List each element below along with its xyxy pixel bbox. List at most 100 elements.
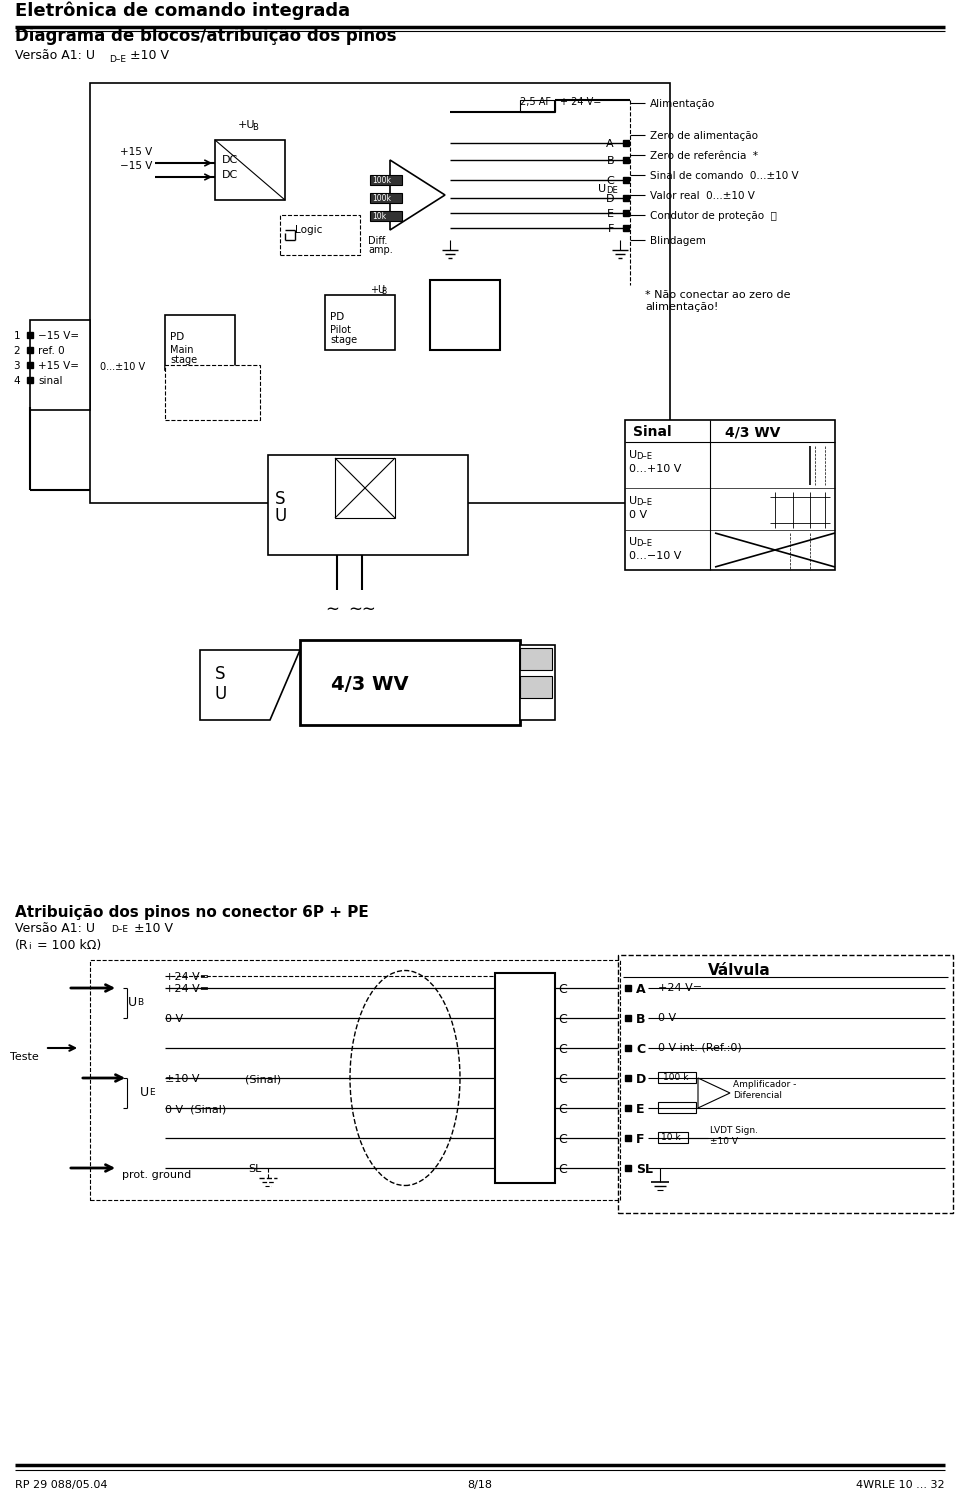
- Text: stage: stage: [330, 335, 357, 345]
- Text: DE: DE: [606, 185, 617, 194]
- Text: U: U: [140, 1087, 149, 1099]
- Bar: [280, 216, 360, 255]
- Text: C: C: [558, 1163, 566, 1175]
- Bar: [300, 640, 520, 725]
- Text: U: U: [598, 184, 606, 194]
- Text: PD: PD: [330, 312, 345, 322]
- Text: ∼: ∼: [325, 600, 339, 618]
- Text: −15 V: −15 V: [120, 161, 153, 170]
- Text: E: E: [607, 209, 614, 219]
- Text: SL: SL: [248, 1163, 261, 1174]
- Text: PD: PD: [170, 332, 184, 342]
- Text: 8/18: 8/18: [468, 1480, 492, 1490]
- Bar: [618, 955, 953, 1213]
- Text: C: C: [636, 1043, 645, 1056]
- Text: Diferencial: Diferencial: [733, 1091, 782, 1100]
- Bar: [215, 140, 285, 200]
- Text: 4/3 WV: 4/3 WV: [331, 675, 409, 695]
- Bar: [30, 319, 90, 410]
- Text: 0 V: 0 V: [629, 509, 647, 520]
- Text: +U: +U: [370, 285, 385, 295]
- Bar: [165, 315, 235, 371]
- Text: 10 k: 10 k: [661, 1133, 681, 1142]
- Text: U: U: [128, 996, 137, 1010]
- Text: Valor real  0...±10 V: Valor real 0...±10 V: [650, 191, 755, 200]
- Text: D: D: [606, 194, 614, 203]
- Text: ±10 V: ±10 V: [165, 1074, 200, 1084]
- Text: C: C: [558, 1043, 566, 1056]
- Text: prot. ground: prot. ground: [122, 1169, 191, 1180]
- Text: C: C: [558, 983, 566, 996]
- Text: Amplificador -: Amplificador -: [733, 1081, 797, 1090]
- Text: 2,5 AF: 2,5 AF: [520, 96, 551, 107]
- Text: C: C: [558, 1013, 566, 1026]
- Text: U: U: [629, 451, 637, 460]
- Text: Zero de referência  *: Zero de referência *: [650, 151, 758, 161]
- Text: DC: DC: [222, 155, 238, 164]
- Bar: [520, 677, 552, 698]
- Text: D–E: D–E: [636, 540, 652, 549]
- Text: = 100 kΩ): = 100 kΩ): [33, 939, 101, 952]
- Bar: [268, 455, 468, 555]
- Text: 100k: 100k: [372, 194, 391, 203]
- Text: 0 V: 0 V: [165, 1014, 183, 1023]
- Text: 100 k: 100 k: [663, 1073, 688, 1082]
- Text: B: B: [381, 286, 386, 295]
- Bar: [520, 648, 552, 671]
- Text: 0 V  (Sinal): 0 V (Sinal): [165, 1105, 227, 1114]
- Bar: [370, 193, 402, 203]
- Text: ±10 V: ±10 V: [710, 1136, 738, 1145]
- Bar: [520, 99, 555, 112]
- Text: 3: 3: [13, 362, 20, 371]
- Text: U: U: [629, 496, 637, 506]
- Bar: [658, 1132, 688, 1142]
- Text: SL: SL: [636, 1163, 653, 1175]
- Bar: [90, 83, 670, 503]
- Text: B: B: [636, 1013, 645, 1026]
- Bar: [658, 1102, 696, 1114]
- Text: E: E: [149, 1088, 155, 1097]
- Text: C: C: [558, 1073, 566, 1087]
- Text: Zero de alimentação: Zero de alimentação: [650, 131, 758, 142]
- Text: 4: 4: [13, 377, 20, 386]
- Text: alimentação!: alimentação!: [645, 301, 718, 312]
- Text: 0...−10 V: 0...−10 V: [629, 552, 682, 561]
- Text: B: B: [607, 157, 614, 166]
- Text: Alimentação: Alimentação: [650, 99, 715, 109]
- Text: 0...±10 V: 0...±10 V: [100, 362, 145, 372]
- Text: ±10 V: ±10 V: [126, 50, 169, 62]
- Text: Teste: Teste: [10, 1052, 38, 1062]
- Text: ref. 0: ref. 0: [38, 347, 64, 356]
- Bar: [495, 974, 555, 1183]
- Text: Versão A1: U: Versão A1: U: [15, 922, 95, 934]
- Text: D–E: D–E: [636, 452, 652, 461]
- Text: Diagrama de blocos/atribuição dos pinos: Diagrama de blocos/atribuição dos pinos: [15, 27, 396, 45]
- Text: Main: Main: [170, 345, 194, 356]
- Text: 10k: 10k: [372, 212, 386, 222]
- Text: −15 V=: −15 V=: [38, 332, 79, 341]
- Text: D–E: D–E: [636, 497, 652, 506]
- Text: 2: 2: [13, 347, 20, 356]
- Text: 1: 1: [13, 332, 20, 341]
- Text: amp.: amp.: [368, 246, 393, 255]
- Text: Eletrônica de comando integrada: Eletrônica de comando integrada: [15, 2, 350, 20]
- Text: Logic: Logic: [295, 225, 323, 235]
- Text: * Não conectar ao zero de: * Não conectar ao zero de: [645, 289, 790, 300]
- Text: (Sinal): (Sinal): [245, 1074, 281, 1084]
- Text: +U: +U: [238, 121, 255, 130]
- Text: Condutor de proteção  ⏚: Condutor de proteção ⏚: [650, 211, 777, 222]
- Text: 100k: 100k: [372, 176, 391, 185]
- Text: Atribuição dos pinos no conector 6P + PE: Atribuição dos pinos no conector 6P + PE: [15, 906, 369, 919]
- Text: U: U: [215, 686, 228, 702]
- Text: (R: (R: [15, 939, 29, 952]
- Text: S: S: [275, 490, 285, 508]
- Bar: [335, 458, 395, 518]
- Bar: [325, 295, 395, 350]
- Bar: [658, 1071, 696, 1084]
- Bar: [625, 420, 835, 570]
- Bar: [370, 211, 402, 222]
- Text: Sinal de comando  0...±10 V: Sinal de comando 0...±10 V: [650, 170, 799, 181]
- Text: +24 V=: +24 V=: [165, 972, 209, 983]
- Text: 4/3 WV: 4/3 WV: [725, 425, 780, 439]
- Text: +15 V: +15 V: [120, 148, 153, 157]
